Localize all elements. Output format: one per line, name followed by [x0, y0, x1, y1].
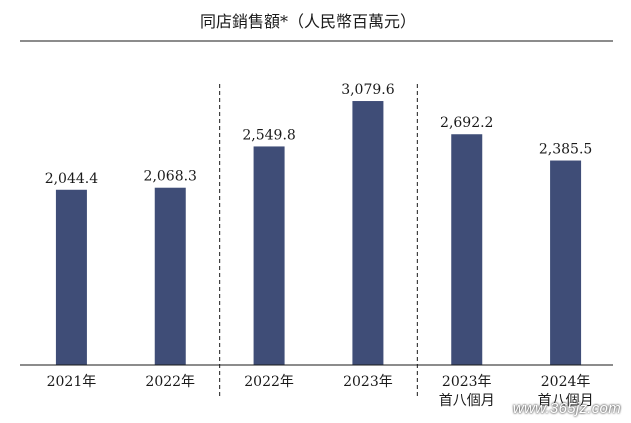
value-label-4: 2,692.2	[440, 115, 493, 131]
bar-5	[550, 160, 582, 365]
bar-2	[253, 146, 285, 365]
x-tick-sublabel-5: 首八個月	[538, 393, 594, 409]
x-tick-label-0: 2021年	[47, 374, 97, 390]
x-tick-label-2: 2022年	[244, 374, 294, 390]
value-label-0: 2,044.4	[45, 171, 99, 187]
x-tick-label-1: 2022年	[145, 374, 195, 390]
x-tick-sublabel-4: 首八個月	[439, 393, 495, 409]
x-tick-label-3: 2023年	[343, 374, 393, 390]
value-label-2: 2,549.8	[242, 127, 295, 143]
chart-title: 同店銷售額*（人民幣百萬元）	[200, 12, 416, 31]
watermark-text: www.365jz.com	[512, 400, 621, 417]
value-label-3: 3,079.6	[341, 82, 395, 98]
bar-3	[352, 101, 384, 365]
value-label-1: 2,068.3	[144, 169, 197, 185]
value-label-5: 2,385.5	[539, 142, 592, 158]
bar-4	[451, 134, 483, 365]
x-tick-label-4: 2023年	[442, 374, 492, 390]
bar-1	[154, 187, 186, 365]
x-tick-label-5: 2024年	[541, 374, 591, 390]
bar-0	[55, 189, 87, 365]
